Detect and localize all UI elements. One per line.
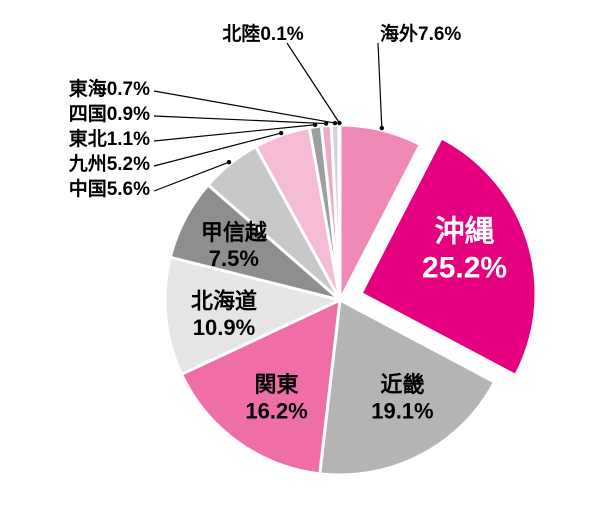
leader-dot xyxy=(333,121,337,125)
callout-label: 中国5.6% xyxy=(69,177,150,200)
leader-dot xyxy=(279,131,283,135)
pie-slice xyxy=(339,125,340,300)
callout-label: 東海0.7% xyxy=(69,77,150,100)
pie-chart: 海外7.6% 沖縄25.2% 近畿19.1% 関東16.2% 北海道10.9% 甲信越7.… xyxy=(0,0,600,506)
slice-label-pct: 7.5% xyxy=(209,246,259,271)
slice-label-pct: 16.2% xyxy=(245,399,307,424)
slice-label-pct: 19.1% xyxy=(371,399,433,424)
slice-label-name: 近畿 xyxy=(380,372,424,397)
slice-label-name: 沖縄 xyxy=(435,216,495,249)
slice-label-name: 関東 xyxy=(255,372,299,397)
callout-label: 九州5.2% xyxy=(68,153,150,175)
slice-label-name: 甲信越 xyxy=(201,220,268,245)
callout-label: 北陸0.1% xyxy=(222,22,303,45)
leader-dot xyxy=(337,121,341,125)
slice-label-pct: 25.2% xyxy=(422,252,507,285)
leader-dot xyxy=(227,160,231,164)
slice-label-name: 北海道 xyxy=(191,288,257,313)
callout-label: 四国0.9% xyxy=(69,103,150,125)
leader-dot xyxy=(380,126,384,130)
callout-label: 東北1.1% xyxy=(69,127,150,150)
slice-label-pct: 10.9% xyxy=(193,315,255,340)
callout-label: 海外7.6% xyxy=(380,22,461,45)
